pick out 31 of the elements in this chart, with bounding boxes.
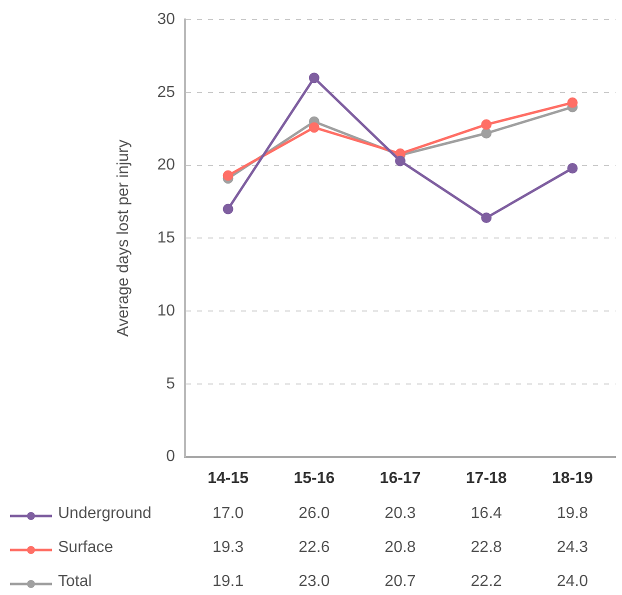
y-tick-label: 5: [166, 375, 176, 392]
legend-label: Surface: [58, 539, 114, 557]
x-tick-label: 17-18: [466, 470, 507, 487]
data-label: 22.6: [298, 539, 330, 557]
data-label: 16.4: [470, 505, 502, 523]
data-label: 20.7: [384, 573, 416, 591]
data-label: 19.1: [212, 573, 244, 591]
y-tick-label: 15: [157, 230, 176, 247]
x-tick-label: 18-19: [552, 470, 594, 487]
data-label: 20.8: [384, 539, 416, 557]
data-label: 23.0: [298, 573, 330, 591]
legend-label: Total: [58, 573, 92, 591]
y-tick-label: 20: [157, 156, 176, 174]
x-tick-label: 16-17: [380, 470, 421, 487]
x-tick-label: 14-15: [208, 470, 249, 487]
data-label: 17.0: [212, 505, 244, 523]
y-axis-title: Average days lost per injury: [115, 140, 132, 337]
data-label: 19.8: [556, 505, 588, 523]
legend-label: Underground: [58, 505, 152, 523]
data-label: 20.3: [384, 505, 416, 523]
y-tick-label: 30: [157, 11, 176, 28]
data-label: 24.0: [556, 573, 588, 591]
data-label: 24.3: [556, 539, 588, 557]
x-tick-label: 15-16: [294, 470, 335, 487]
y-tick-label: 0: [166, 448, 176, 466]
data-label: 22.2: [470, 573, 502, 591]
data-label: 19.3: [212, 539, 244, 557]
y-tick-label: 25: [157, 84, 176, 101]
data-label: 22.8: [470, 539, 502, 557]
y-tick-label: 10: [157, 302, 176, 320]
data-label: 26.0: [298, 505, 330, 523]
